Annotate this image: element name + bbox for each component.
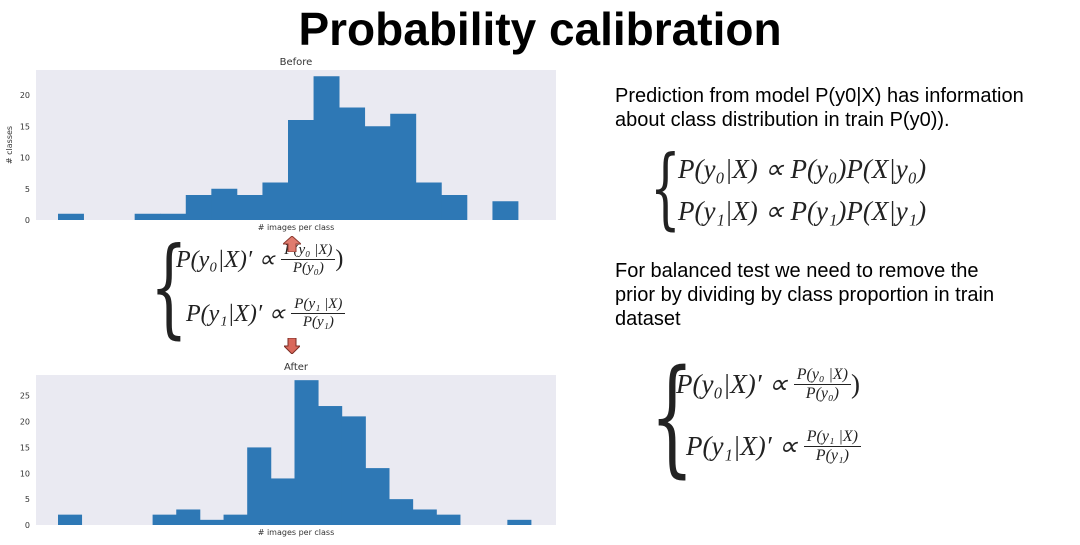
left-formula: { P(y₀|X)′ ∝ P(y₀ |X) P(y₀) ) P(y₁|X)′ ∝…	[150, 234, 410, 350]
left-formula-row-2: P(y₁|X)′ ∝ P(y₁ |X) P(y₁)	[186, 296, 346, 331]
before-bar	[390, 113, 417, 220]
arrow-down-icon	[284, 338, 300, 354]
left-formula-row-1: P(y₀|X)′ ∝ P(y₀ |X) P(y₀) )	[176, 242, 343, 277]
right-formula-1-row-2-text: P(y₁|X) ∝ P(y₁)P(X|y₁)	[678, 196, 927, 226]
right-formula-1: { P(y₀|X) ∝ P(y₀)P(X|y₀) P(y₁|X) ∝ P(y₁)…	[650, 144, 1010, 236]
right-formula-2-row-2-fraction: P(y₁ |X) P(y₁)	[803, 428, 861, 465]
after-bar	[412, 509, 437, 525]
right-formula-2-brace: {	[650, 343, 695, 490]
after-bar	[58, 514, 83, 525]
before-chart-svg: Before 0 5 10 15 20 # images per class # classe…	[5, 57, 556, 232]
before-bar	[415, 182, 442, 220]
before-xlabel: # images per class	[258, 223, 335, 232]
after-bar	[294, 380, 319, 525]
before-ytick-label: 5	[25, 185, 30, 194]
right-formula-2-row-1: P(y₀|X)′ ∝ P(y₀ |X) P(y₀) )	[676, 366, 860, 403]
right-formula-2-row-2-denominator: P(y₁)	[815, 447, 849, 464]
before-bar	[134, 213, 161, 220]
before-ytick-label: 15	[20, 122, 30, 131]
after-title: After	[284, 362, 309, 373]
after-chart: After 0 5 10 15 20 25 # images per class	[0, 360, 560, 545]
after-bar	[365, 468, 390, 525]
right-formula-1-row-1-text: P(y₀|X) ∝ P(y₀)P(X|y₀)	[678, 154, 927, 184]
before-bar	[441, 195, 468, 220]
before-bar	[313, 76, 340, 220]
left-formula-row-2-numerator: P(y₁ |X)	[291, 296, 346, 314]
page-title: Probability calibration	[298, 3, 782, 55]
right-formula-1-row-2: P(y₁|X) ∝ P(y₁)P(X|y₁)	[678, 196, 926, 227]
left-formula-brace: {	[150, 225, 188, 350]
left-formula-row-2-fraction: P(y₁ |X) P(y₁)	[291, 296, 346, 331]
before-ylabel: # classes	[5, 126, 14, 164]
after-bar	[436, 514, 461, 525]
before-ytick-label: 10	[20, 154, 30, 163]
after-bar	[318, 406, 343, 525]
after-chart-svg: After 0 5 10 15 20 25 # images per class	[20, 362, 556, 537]
left-formula-row-2-denominator: P(y₁)	[302, 314, 334, 330]
before-bar	[236, 195, 263, 220]
right-formula-2-row-1-numerator: P(y₀ |X)	[793, 366, 851, 385]
before-bar	[58, 213, 84, 220]
after-ytick-label: 5	[25, 495, 30, 504]
before-bar	[211, 188, 238, 220]
after-bar	[152, 514, 177, 525]
before-ytick-label: 20	[20, 91, 30, 100]
after-ytick-label: 15	[20, 443, 30, 452]
after-bar	[389, 499, 414, 525]
left-formula-row-1-tail: )	[335, 246, 344, 272]
arrow-up-icon	[283, 236, 301, 252]
left-formula-row-2-lhs: P(y₁|X)′ ∝	[186, 301, 286, 327]
before-bar	[364, 126, 391, 220]
right-paragraph-1: Prediction from model P(y0|X) has inform…	[615, 85, 1024, 131]
right-formula-2-row-2-lhs: P(y₁|X)′ ∝	[686, 431, 798, 461]
after-bar	[270, 478, 295, 525]
after-bar	[223, 514, 248, 525]
before-bar	[288, 120, 314, 220]
right-formula-2: { P(y₀|X)′ ∝ P(y₀ |X) P(y₀) ) P(y₁|X)′ ∝…	[650, 354, 950, 492]
left-formula-row-1-denominator: P(y₀)	[292, 260, 324, 276]
right-formula-2-row-1-fraction: P(y₀ |X) P(y₀)	[793, 366, 851, 403]
right-formula-2-row-2-numerator: P(y₁ |X)	[803, 428, 861, 447]
after-ytick-label: 10	[20, 469, 30, 478]
right-paragraph-2: For balanced test we need to remove the …	[615, 260, 995, 330]
after-ytick-label: 20	[20, 418, 30, 427]
after-bar	[199, 519, 224, 525]
after-ytick-label: 25	[20, 392, 30, 401]
after-bar	[507, 519, 532, 525]
right-formula-2-row-2: P(y₁|X)′ ∝ P(y₁ |X) P(y₁)	[686, 428, 861, 465]
after-bar	[247, 447, 272, 525]
before-bar	[160, 213, 187, 220]
before-bar	[492, 201, 519, 220]
right-formula-1-row-1: P(y₀|X) ∝ P(y₀)P(X|y₀)	[678, 154, 926, 185]
after-bar	[341, 416, 366, 525]
before-bar	[185, 195, 212, 220]
before-title: Before	[280, 57, 313, 68]
before-bar	[262, 182, 289, 220]
right-formula-1-brace: {	[650, 136, 681, 239]
before-chart: Before 0 5 10 15 20 # images per class # classe…	[0, 55, 560, 235]
left-formula-row-1-lhs: P(y₀|X)′ ∝	[176, 247, 276, 273]
before-bar	[339, 107, 366, 220]
after-xlabel: # images per class	[258, 528, 335, 537]
after-ytick-label: 0	[25, 521, 30, 530]
right-formula-2-row-1-denominator: P(y₀)	[805, 385, 839, 402]
after-bar	[176, 509, 201, 525]
right-formula-2-row-1-tail: )	[850, 369, 860, 399]
right-formula-2-row-1-lhs: P(y₀|X)′ ∝	[676, 369, 788, 399]
before-ytick-label: 0	[25, 216, 30, 225]
